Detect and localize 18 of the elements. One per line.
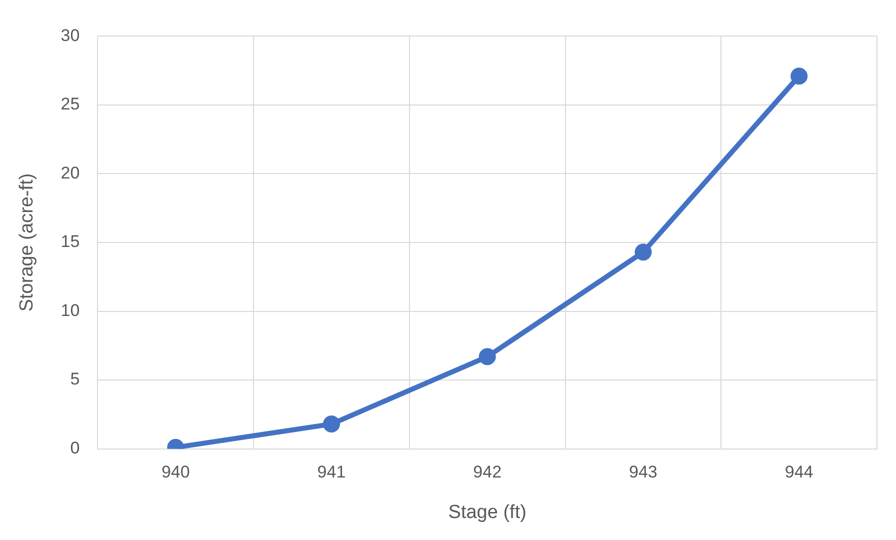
point — [322, 416, 340, 433]
y-tick-label: 20 — [60, 163, 80, 182]
y-axis-title: Storage (acre-ft) — [16, 173, 38, 312]
point — [790, 68, 808, 85]
y-tick-label: 0 — [70, 438, 80, 458]
x-tick-label: 944 — [784, 462, 814, 482]
y-tick-label: 25 — [60, 94, 80, 114]
point — [478, 348, 496, 366]
x-axis-title: Stage (ft) — [448, 502, 526, 523]
x-tick-label: 941 — [317, 462, 346, 482]
y-tick-label: 5 — [70, 370, 80, 389]
x-tick-label: 943 — [629, 462, 658, 482]
y-tick-label: 15 — [60, 232, 80, 252]
x-tick-label: 940 — [161, 462, 190, 482]
y-tick-label: 10 — [60, 300, 80, 320]
point — [634, 244, 652, 261]
x-tick-label: 942 — [473, 462, 502, 482]
y-tick-label: 30 — [60, 26, 80, 45]
